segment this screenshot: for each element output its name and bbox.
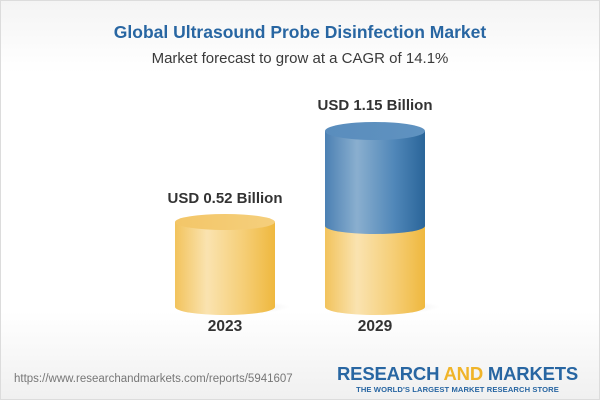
brand-name: RESEARCH AND MARKETS	[337, 364, 578, 384]
bar-2029	[324, 122, 440, 315]
year-label-2023: 2023	[207, 318, 243, 335]
value-label-2029: USD 1.15 Billion	[317, 97, 433, 114]
source-url[interactable]: https://www.researchandmarkets.com/repor…	[14, 373, 293, 385]
chart-subtitle: Market forecast to grow at a CAGR of 14.…	[151, 50, 449, 67]
year-label-2029: 2029	[357, 318, 393, 335]
brand-markets: MARKETS	[482, 363, 578, 384]
brand-tagline: THE WORLD'S LARGEST MARKET RESEARCH STOR…	[356, 385, 559, 394]
chart-title: Global Ultrasound Probe Disinfection Mar…	[113, 22, 487, 42]
brand-research: RESEARCH	[337, 363, 444, 384]
value-label-2023: USD 0.52 Billion	[167, 190, 283, 207]
brand-logo: RESEARCH AND MARKETS THE WORLD'S LARGEST…	[337, 364, 578, 395]
bar-2023	[174, 214, 290, 315]
brand-and: AND	[443, 363, 484, 384]
